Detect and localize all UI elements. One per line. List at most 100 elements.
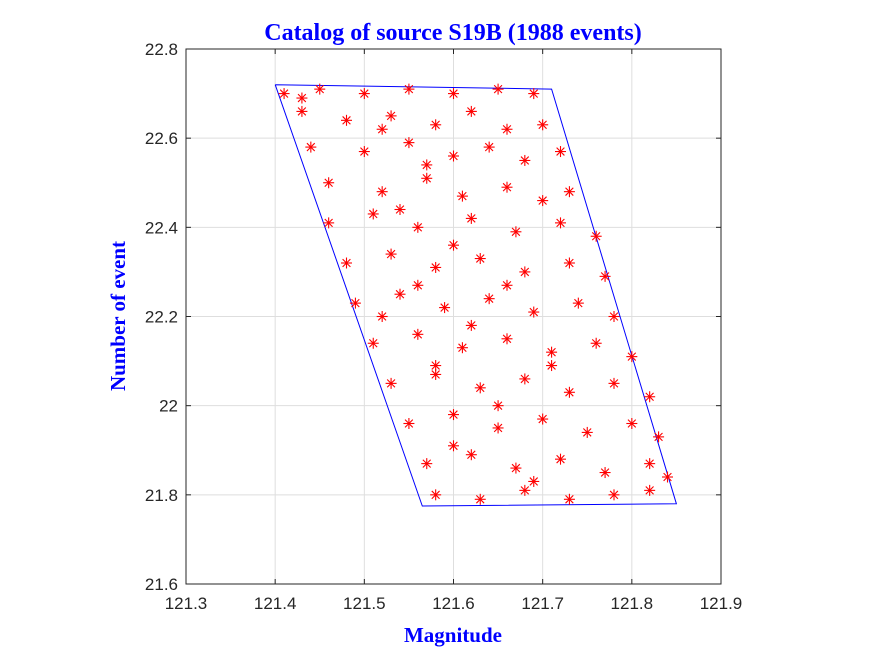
x-tick-label: 121.8 (611, 594, 654, 613)
event-marker (376, 311, 388, 322)
event-marker (474, 493, 486, 505)
event-marker (510, 226, 522, 238)
event-marker (537, 119, 549, 131)
event-marker (358, 146, 370, 158)
event-marker (385, 248, 397, 260)
event-marker (608, 311, 620, 322)
event-marker (474, 382, 486, 394)
event-marker (563, 257, 575, 269)
event-marker (528, 88, 540, 100)
event-marker (537, 413, 549, 425)
event-marker (385, 377, 397, 389)
event-marker (501, 123, 513, 135)
y-tick-label: 21.6 (145, 575, 178, 594)
event-marker (394, 204, 406, 215)
y-tick-label: 22.4 (145, 218, 178, 237)
x-axis-label: Magnitude (404, 623, 502, 647)
x-tick-label: 121.3 (165, 594, 208, 613)
event-marker (483, 293, 495, 305)
event-marker (456, 190, 468, 202)
event-marker (421, 159, 433, 171)
event-marker (448, 409, 459, 421)
event-marker (394, 288, 406, 300)
event-marker (492, 422, 504, 434)
event-marker (528, 306, 540, 318)
event-marker (555, 453, 566, 465)
event-marker (501, 279, 513, 291)
y-axis-label: Number of event (106, 241, 130, 391)
event-marker (662, 471, 673, 483)
event-marker (563, 186, 575, 198)
event-marker (296, 92, 308, 104)
event-marker (510, 462, 522, 474)
event-marker (492, 400, 504, 412)
event-marker (403, 137, 415, 149)
event-marker (296, 105, 308, 117)
axis-ticks: 121.3 121.4 121.5 121.6 121.7 121.8 121.9 21.6 2… (145, 40, 742, 613)
event-markers (278, 83, 673, 505)
event-marker (403, 418, 415, 429)
event-marker (278, 88, 290, 100)
event-marker (341, 257, 352, 269)
y-tick-label: 22 (159, 397, 178, 416)
event-marker (465, 212, 477, 224)
event-marker (403, 83, 415, 95)
event-marker (430, 261, 442, 273)
event-marker (537, 195, 549, 207)
event-marker (314, 83, 326, 95)
event-marker (385, 110, 397, 122)
event-marker (376, 186, 388, 198)
event-marker (644, 391, 656, 403)
x-tick-label: 121.7 (521, 594, 564, 613)
event-marker (563, 493, 575, 505)
event-marker (599, 467, 611, 479)
event-marker (555, 217, 566, 229)
event-marker (448, 150, 459, 162)
event-marker (439, 302, 451, 314)
event-marker (412, 221, 424, 233)
event-marker (555, 146, 566, 158)
y-tick-label: 21.8 (145, 486, 178, 505)
source-boundary (274, 84, 678, 507)
event-marker (492, 83, 504, 95)
event-marker (412, 328, 424, 340)
chart-title: Catalog of source S19B (1988 events) (264, 20, 642, 46)
event-marker (474, 253, 486, 265)
x-tick-label: 121.5 (343, 594, 386, 613)
event-marker (323, 217, 335, 229)
event-marker (519, 484, 531, 496)
event-marker (483, 141, 495, 153)
event-marker (323, 177, 335, 189)
event-marker (626, 418, 638, 429)
event-marker (519, 373, 531, 385)
x-tick-label: 121.6 (432, 594, 475, 613)
event-marker (421, 458, 433, 470)
event-marker (572, 297, 584, 309)
event-marker (608, 489, 620, 501)
event-marker (448, 239, 459, 251)
event-marker (644, 458, 656, 470)
event-marker (349, 297, 361, 309)
event-marker (501, 333, 513, 345)
event-marker (599, 270, 611, 282)
event-marker (590, 230, 602, 242)
event-marker (626, 351, 638, 363)
event-marker (608, 377, 620, 389)
y-tick-label: 22.2 (145, 308, 178, 327)
event-marker (653, 431, 665, 443)
event-marker (430, 489, 442, 501)
event-marker (519, 266, 531, 278)
event-marker (546, 360, 558, 372)
event-marker (590, 337, 602, 349)
event-marker (430, 119, 442, 131)
event-marker (465, 105, 477, 117)
event-marker (448, 88, 459, 100)
event-marker (465, 449, 477, 461)
boundary-line (274, 84, 678, 507)
event-marker (546, 346, 558, 358)
event-marker (501, 181, 513, 193)
event-marker (519, 154, 531, 166)
y-tick-label: 22.8 (145, 40, 178, 59)
event-marker (358, 88, 370, 100)
